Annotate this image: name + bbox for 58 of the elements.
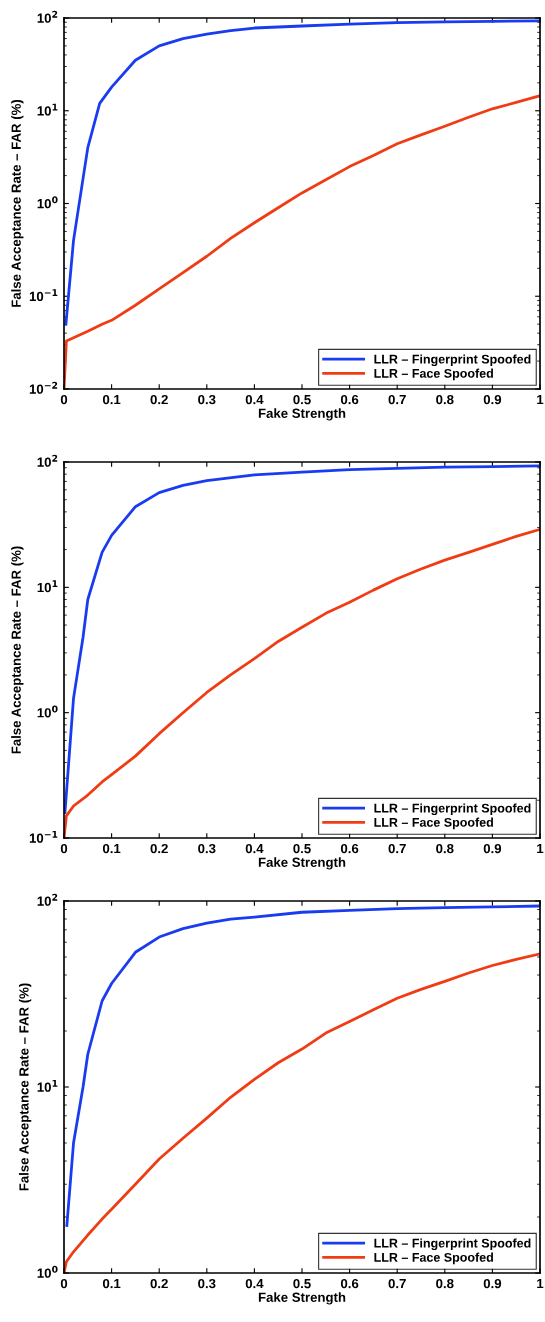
x-tick-label: 0.4	[245, 394, 264, 405]
y-tick-label: 10$^{1}$	[37, 1079, 58, 1092]
y-tick-label: 10$^{0}$	[37, 1265, 58, 1278]
x-tick-label: 1	[537, 844, 544, 854]
y-tick-label: 10$^{1}$	[37, 103, 58, 116]
legend-label: LLR – Face Spoofed	[374, 368, 493, 381]
y-tick-label: 10$^{0}$	[37, 705, 58, 718]
x-tick-label: 0.5	[293, 843, 311, 854]
x-tick-label: 0.7	[388, 394, 406, 405]
legend-label: LLR – Fingerprint Spoofed	[374, 803, 531, 816]
x-tick-label: 0.3	[198, 843, 216, 854]
y-tick-label: 10$^{1}$	[37, 580, 58, 593]
y-axis-title: False Acceptance Rate – FAR (%)	[11, 546, 24, 754]
x-tick-label: 0.8	[436, 843, 454, 854]
x-tick-label: 0.6	[340, 394, 359, 405]
x-tick-label: 0.9	[483, 843, 502, 854]
x-tick-label: 0.9	[483, 1278, 502, 1289]
x-tick-label: 0	[60, 1278, 68, 1289]
x-axis-title: Fake Strength	[258, 1292, 346, 1305]
x-tick-label: 0.3	[198, 1278, 216, 1289]
y-tick-label: 10$^{−1}$	[29, 289, 58, 302]
x-tick-label: 0.8	[436, 1278, 454, 1289]
legend-label: LLR – Face Spoofed	[374, 817, 493, 830]
x-tick-label: 0.4	[245, 843, 264, 854]
y-axis-title: False Acceptance Rate – FAR (%)	[11, 99, 24, 307]
y-tick-label: 10$^{0}$	[37, 196, 58, 209]
y-tick-label: 10$^{−1}$	[29, 830, 58, 843]
x-tick-label: 0.7	[388, 843, 406, 854]
x-tick-label: 0.3	[198, 394, 216, 405]
line-series	[65, 904, 540, 1227]
y-axis-title: False Acceptance Rate – FAR (%)	[18, 983, 32, 1191]
x-tick-label: 0.1	[102, 1278, 121, 1289]
y-tick-label: 10$^{−2}$	[29, 381, 58, 394]
x-axis-title: Fake Strength	[258, 408, 346, 421]
legend-label: LLR – Fingerprint Spoofed	[374, 1238, 531, 1251]
y-tick-label: 10$^{2}$	[37, 893, 58, 906]
x-tick-label: 0.2	[150, 1278, 168, 1289]
x-tick-label: 0.2	[150, 394, 168, 405]
x-tick-label: 0.6	[340, 1278, 359, 1289]
x-tick-label: 0.5	[293, 1278, 311, 1289]
y-tick-label: 10$^{2}$	[37, 454, 58, 467]
x-tick-label: 1	[537, 395, 544, 405]
x-tick-label: 0.1	[102, 843, 121, 854]
x-tick-label: 0	[60, 843, 68, 854]
x-tick-label: 0.5	[293, 394, 311, 405]
y-tick-label: 10$^{2}$	[37, 10, 58, 23]
x-tick-label: 0.2	[150, 843, 168, 854]
legend-label: LLR – Fingerprint Spoofed	[374, 354, 531, 367]
x-tick-label: 0.6	[340, 843, 359, 854]
x-tick-label: 0.7	[388, 1278, 406, 1289]
x-tick-label: 0.1	[102, 394, 121, 405]
x-tick-label: 1	[537, 1279, 544, 1289]
x-tick-label: 0.4	[245, 1278, 264, 1289]
x-tick-label: 0.9	[483, 394, 502, 405]
x-axis-title: Fake Strength	[258, 857, 346, 870]
legend-label: LLR – Face Spoofed	[374, 1252, 493, 1265]
x-tick-label: 0	[60, 394, 68, 405]
x-tick-label: 0.8	[436, 394, 454, 405]
